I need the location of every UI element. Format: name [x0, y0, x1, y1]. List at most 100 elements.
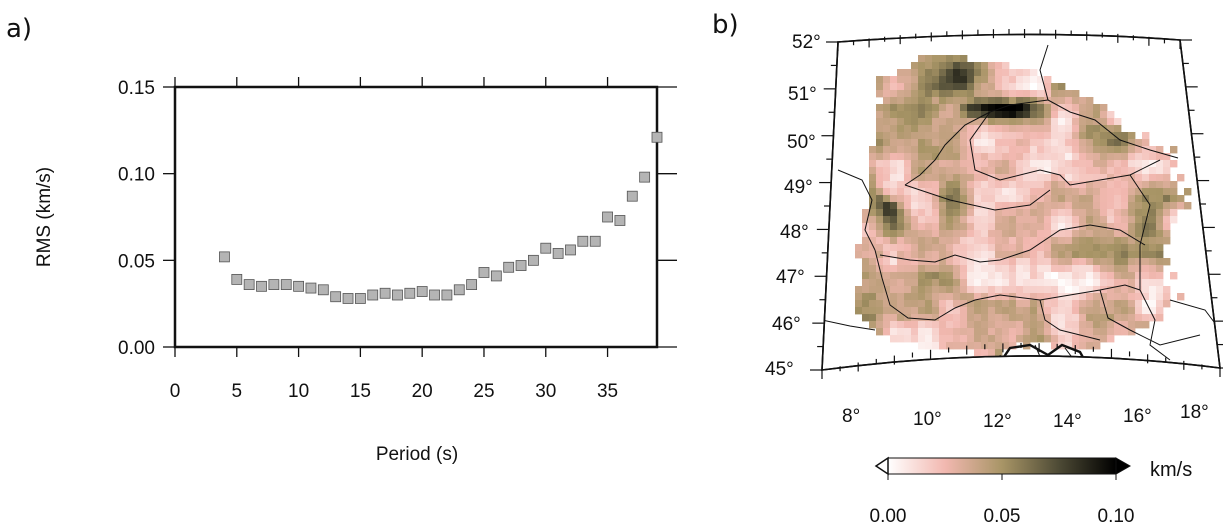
map-cell [1086, 293, 1094, 301]
map-cell [1093, 160, 1101, 168]
y-tick-label: 0.15 [118, 78, 155, 99]
map-cell [1079, 342, 1087, 350]
map-cell [960, 300, 968, 308]
map-cell [939, 335, 947, 343]
map-cell [1058, 258, 1066, 266]
map-cell [1030, 181, 1038, 189]
map-cell [862, 300, 870, 308]
map-cell [995, 62, 1003, 70]
map-cell [883, 125, 891, 133]
map-cell [862, 209, 870, 217]
map-cell [988, 111, 996, 119]
map-cell [918, 139, 926, 147]
map-cell [1051, 97, 1059, 105]
map-cell [890, 272, 898, 280]
map-cell [911, 146, 919, 154]
map-cell [995, 265, 1003, 273]
map-cell [1100, 195, 1108, 203]
map-cell [1170, 272, 1178, 280]
map-cell [953, 111, 961, 119]
map-cell [967, 258, 975, 266]
map-cell [995, 202, 1003, 210]
map-cell [1044, 230, 1052, 238]
map-cell [974, 174, 982, 182]
map-cell [988, 118, 996, 126]
map-cell [897, 69, 905, 77]
lon-tick-label: 12° [983, 411, 1012, 432]
map-cell [883, 314, 891, 322]
map-cell [995, 237, 1003, 245]
map-cell [946, 314, 954, 322]
map-cell [988, 251, 996, 259]
map-cell [1093, 153, 1101, 161]
map-cell [1072, 111, 1080, 119]
map-cell [1100, 307, 1108, 315]
map-cell [883, 76, 891, 84]
map-cell [1100, 293, 1108, 301]
map-cell [1016, 146, 1024, 154]
map-cell [995, 76, 1003, 84]
country-border [1039, 299, 1101, 341]
coastline [994, 343, 1092, 370]
x-tick-label: 0 [170, 381, 181, 402]
map-cell [1044, 300, 1052, 308]
map-cell [995, 251, 1003, 259]
map-cell [890, 139, 898, 147]
map-cell [1016, 69, 1024, 77]
map-cell [1065, 181, 1073, 189]
map-cell [1142, 216, 1150, 224]
map-cell [1030, 202, 1038, 210]
map-cell [1002, 90, 1010, 98]
map-cell [1149, 153, 1157, 161]
map-cell [988, 216, 996, 224]
map-cell [953, 83, 961, 91]
map-cell [918, 104, 926, 112]
map-cell [932, 76, 940, 84]
map-cell [1149, 146, 1157, 154]
map-cell [1100, 251, 1108, 259]
map-cell [1002, 216, 1010, 224]
map-cell [925, 76, 933, 84]
map-cell [1156, 188, 1164, 196]
map-cell [1156, 223, 1164, 231]
map-cell [1065, 307, 1073, 315]
map-cell [1002, 237, 1010, 245]
map-cell [960, 83, 968, 91]
map-cell [1009, 244, 1017, 252]
map-cell [1037, 279, 1045, 287]
map-cell [932, 335, 940, 343]
map-cell [1037, 125, 1045, 133]
map-cell [932, 223, 940, 231]
map-cell [897, 160, 905, 168]
map-cell [1072, 160, 1080, 168]
map-cell [1065, 342, 1073, 350]
map-cell [960, 104, 968, 112]
lat-tick-label: 50° [787, 132, 816, 153]
map-cell [862, 272, 870, 280]
map-cell [939, 328, 947, 336]
map-cell [1044, 167, 1052, 175]
map-cell [939, 181, 947, 189]
map-cell [1114, 188, 1122, 196]
map-cell [1016, 209, 1024, 217]
map-cell [918, 118, 926, 126]
map-cell [1037, 188, 1045, 196]
map-cell [939, 167, 947, 175]
map-cell [960, 167, 968, 175]
map-cell [946, 146, 954, 154]
map-cell [953, 202, 961, 210]
map-cell [946, 195, 954, 203]
map-cell [1156, 167, 1164, 175]
map-cell [1058, 97, 1066, 105]
country-border [1169, 299, 1220, 331]
map-cell [1009, 230, 1017, 238]
map-cell [1100, 244, 1108, 252]
map-cell [1044, 83, 1052, 91]
map-cell [1002, 293, 1010, 301]
map-cell [1037, 97, 1045, 105]
map-cell [1002, 272, 1010, 280]
map-cell [974, 342, 982, 350]
map-cell [1023, 76, 1031, 84]
map-cell [932, 111, 940, 119]
map-cell [869, 230, 877, 238]
